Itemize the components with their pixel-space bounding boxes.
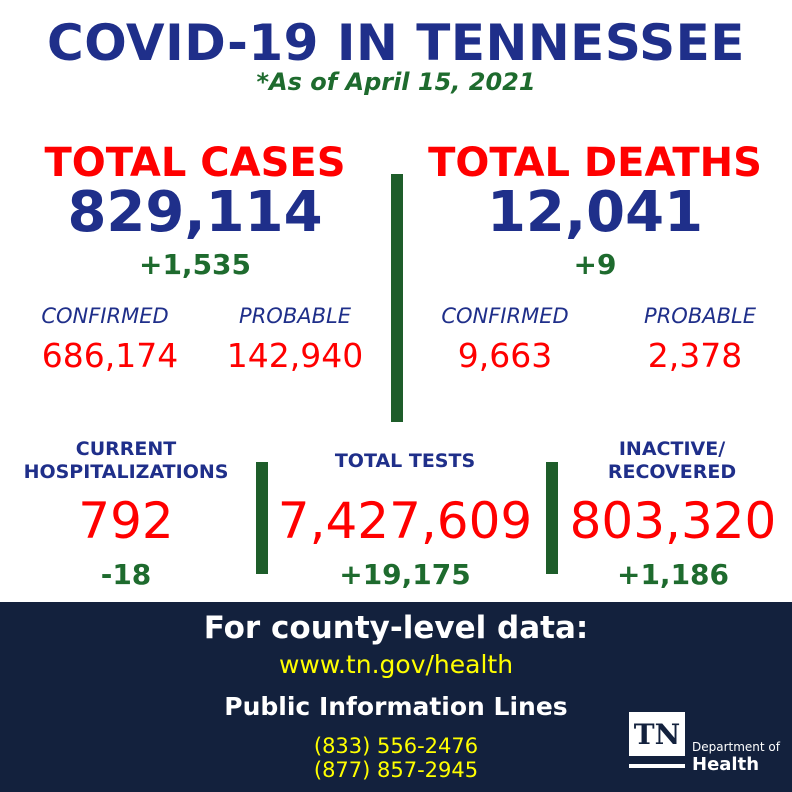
deaths-probable-value: 2,378 xyxy=(647,336,743,375)
divider-vertical-left xyxy=(256,462,268,574)
logo-dept-text: Department of xyxy=(692,740,780,754)
divider-vertical-top xyxy=(391,174,403,422)
county-data-heading: For county-level data: xyxy=(203,610,589,646)
hospitalizations-label-line1: CURRENT xyxy=(75,438,177,460)
phone-line-2: (877) 857-2945 xyxy=(313,758,479,782)
cases-confirmed-label: CONFIRMED xyxy=(41,304,169,328)
total-cases-delta: +1,535 xyxy=(138,248,252,281)
recovered-value: 803,320 xyxy=(569,492,777,550)
hospitalizations-label-line2: HOSPITALIZATIONS xyxy=(23,461,229,483)
recovered-delta: +1,186 xyxy=(616,558,730,591)
total-deaths-label: TOTAL DEATHS xyxy=(428,140,762,186)
divider-vertical-right xyxy=(546,462,558,574)
cases-probable-label: PROBABLE xyxy=(239,304,351,328)
info-lines-heading: Public Information Lines xyxy=(224,692,568,721)
phone-line-1: (833) 556-2476 xyxy=(313,734,479,758)
recovered-label: INACTIVE/ RECOVERED xyxy=(562,438,782,484)
deaths-probable-label: PROBABLE xyxy=(644,304,756,328)
logo-health-text: Health xyxy=(692,754,760,775)
cases-confirmed-value: 686,174 xyxy=(41,336,179,375)
hospitalizations-delta: -18 xyxy=(100,558,152,591)
total-tests-label: TOTAL TESTS xyxy=(334,450,476,472)
total-tests-value: 7,427,609 xyxy=(277,492,533,550)
page-title: COVID-19 IN TENNESSEE xyxy=(47,14,745,72)
recovered-label-line2: RECOVERED xyxy=(607,461,737,483)
total-cases-value: 829,114 xyxy=(67,180,323,245)
hospitalizations-value: 792 xyxy=(78,492,174,550)
deaths-confirmed-label: CONFIRMED xyxy=(441,304,569,328)
deaths-confirmed-value: 9,663 xyxy=(457,336,553,375)
recovered-label-line1: INACTIVE/ xyxy=(618,438,726,460)
as-of-date: *As of April 15, 2021 xyxy=(256,68,536,96)
hospitalizations-label: CURRENT HOSPITALIZATIONS xyxy=(0,438,252,484)
cases-probable-value: 142,940 xyxy=(226,336,364,375)
total-deaths-value: 12,041 xyxy=(486,180,704,245)
total-tests-delta: +19,175 xyxy=(339,558,471,591)
total-cases-label: TOTAL CASES xyxy=(44,140,346,186)
health-url-link[interactable]: www.tn.gov/health xyxy=(278,650,514,679)
tn-logo-rule xyxy=(629,756,685,764)
total-deaths-delta: +9 xyxy=(573,248,617,281)
tn-logo-mark: TN xyxy=(633,718,681,751)
